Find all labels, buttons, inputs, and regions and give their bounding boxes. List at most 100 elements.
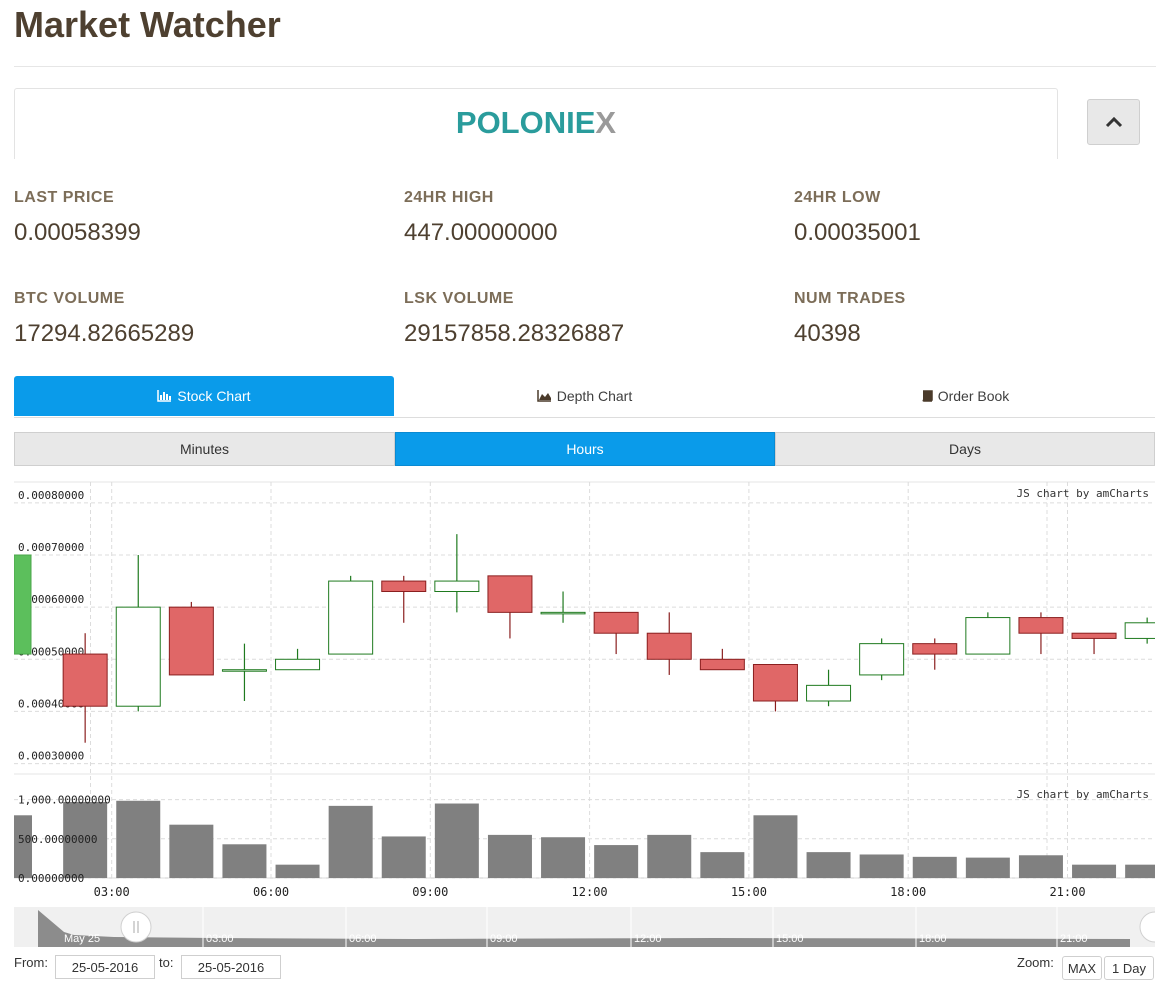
candle-body [1124,622,1170,639]
candle-body [13,554,32,655]
x-tick-label: 03:00 [94,885,130,898]
volume-bar [63,801,108,878]
candle-body [912,643,958,655]
volume-bar [912,856,957,878]
volume-tick-label: 1,000.00000000 [18,794,111,807]
volume-bar [14,815,32,878]
stat-value: 17294.82665289 [14,320,195,347]
candle-body [115,606,161,707]
candle-body [1018,617,1064,634]
tab-label: Order Book [937,388,1010,404]
candle-body [168,606,214,676]
volume-bar [487,834,532,878]
navigator-canvas: May 25 03:00 06:00 09:00 12:00 15:00 18:00 21:0… [38,907,1171,947]
x-tick-label: 09:00 [412,885,448,898]
x-tick-label: 15:00 [731,885,767,898]
candle-body [381,580,427,592]
logo-text: POLONIE [455,105,596,140]
bar-chart-icon [157,390,172,402]
volume-bar [1072,864,1117,878]
x-tick-label: 12:00 [572,885,608,898]
stat-value: 0.00058399 [14,219,141,246]
x-tick-label: 18:00 [890,885,926,898]
zoom-1day-button[interactable]: 1 Day [1104,956,1154,980]
poloniex-logo: POLONIEX [15,105,1057,141]
volume-bar [806,852,851,878]
candle-body [806,684,852,702]
volume-bar [381,836,426,878]
stat-last-price: LAST PRICE 0.00058399 [14,189,141,247]
stat-24hr-low: 24HR LOW 0.00035001 [794,189,921,247]
volume-tick-label: 500.00000000 [18,833,97,846]
navigator-label: 09:00 [490,933,518,945]
stat-label: LSK VOLUME [404,290,514,307]
x-tick-label: 06:00 [253,885,289,898]
stat-24hr-high: 24HR HIGH 447.00000000 [404,189,558,247]
period-days[interactable]: Days [775,432,1155,466]
exchange-panel: POLONIEX [14,88,1058,159]
candle-body [540,611,586,615]
navigator-label: 18:00 [919,933,947,945]
volume-bar [222,844,267,878]
amcharts-credit: JS chart by amCharts [1017,487,1149,500]
candle-body [699,658,745,671]
volume-bar [965,857,1010,878]
stat-label: BTC VOLUME [14,290,125,307]
candle-body [859,643,905,676]
book-icon [922,390,933,402]
stat-value: 29157858.28326887 [404,320,625,347]
candle-body [752,664,798,702]
stat-num-trades: NUM TRADES 40398 [794,290,906,348]
candle-body [221,669,267,672]
period-minutes[interactable]: Minutes [14,432,395,466]
zoom-label: Zoom: [1017,955,1054,970]
stat-label: 24HR LOW [794,189,881,206]
candle-body [62,653,108,707]
stat-lsk-volume: LSK VOLUME 29157858.28326887 [404,290,624,348]
candle-body [1071,632,1117,639]
candle-body [593,611,639,634]
logo-accent: X [595,105,617,140]
navigator-label: 06:00 [349,933,377,945]
zoom-max-button[interactable]: MAX [1062,956,1102,980]
stat-value: 0.00035001 [794,219,921,246]
price-tick-label: 0.00070000 [18,541,84,554]
tab-stock-chart[interactable]: Stock Chart [14,376,394,416]
volume-tick-label: 0.00000000 [18,872,84,885]
candle-body [328,580,374,655]
amcharts-credit: JS chart by amCharts [1017,788,1149,801]
collapse-button[interactable] [1087,99,1140,145]
tab-label: Depth Chart [556,388,633,404]
from-date-input[interactable]: 25-05-2016 [55,955,155,979]
chart-navigator[interactable]: May 25 03:00 06:00 09:00 12:00 15:00 18:00 21:0… [14,907,1171,947]
price-tick-label: 0.00080000 [18,489,84,502]
volume-bar [541,837,586,878]
volume-bar [700,852,745,878]
volume-bar [753,815,798,878]
x-tick-label: 21:00 [1049,885,1085,898]
chart-canvas: 0.000800000.000700000.000600000.00050000… [13,481,1170,899]
navigator-label: 21:00 [1060,933,1088,945]
price-tick-label: 0.00030000 [18,750,84,763]
chevron-up-icon [1105,116,1122,128]
price-tick-label: 0.00060000 [18,593,84,606]
tab-depth-chart[interactable]: Depth Chart [394,376,775,416]
period-selector: Minutes Hours Days [14,432,1155,466]
area-chart-icon [537,390,551,402]
from-label: From: [14,955,48,970]
to-label: to: [159,955,174,970]
volume-bar [859,854,904,878]
navigator-series [38,910,1130,947]
navigator-label: 15:00 [776,933,804,945]
stat-label: 24HR HIGH [404,189,494,206]
to-date-input[interactable]: 25-05-2016 [181,955,281,979]
navigator-right-handle[interactable] [1139,911,1171,943]
period-hours[interactable]: Hours [395,432,775,466]
candle-body [487,575,533,613]
volume-bar [594,845,639,878]
navigator-label: May 25 [64,933,100,945]
page-title: Market Watcher [14,4,281,45]
tab-order-book[interactable]: Order Book [775,376,1155,416]
stat-label: LAST PRICE [14,189,115,206]
navigator-left-handle[interactable] [120,911,152,943]
